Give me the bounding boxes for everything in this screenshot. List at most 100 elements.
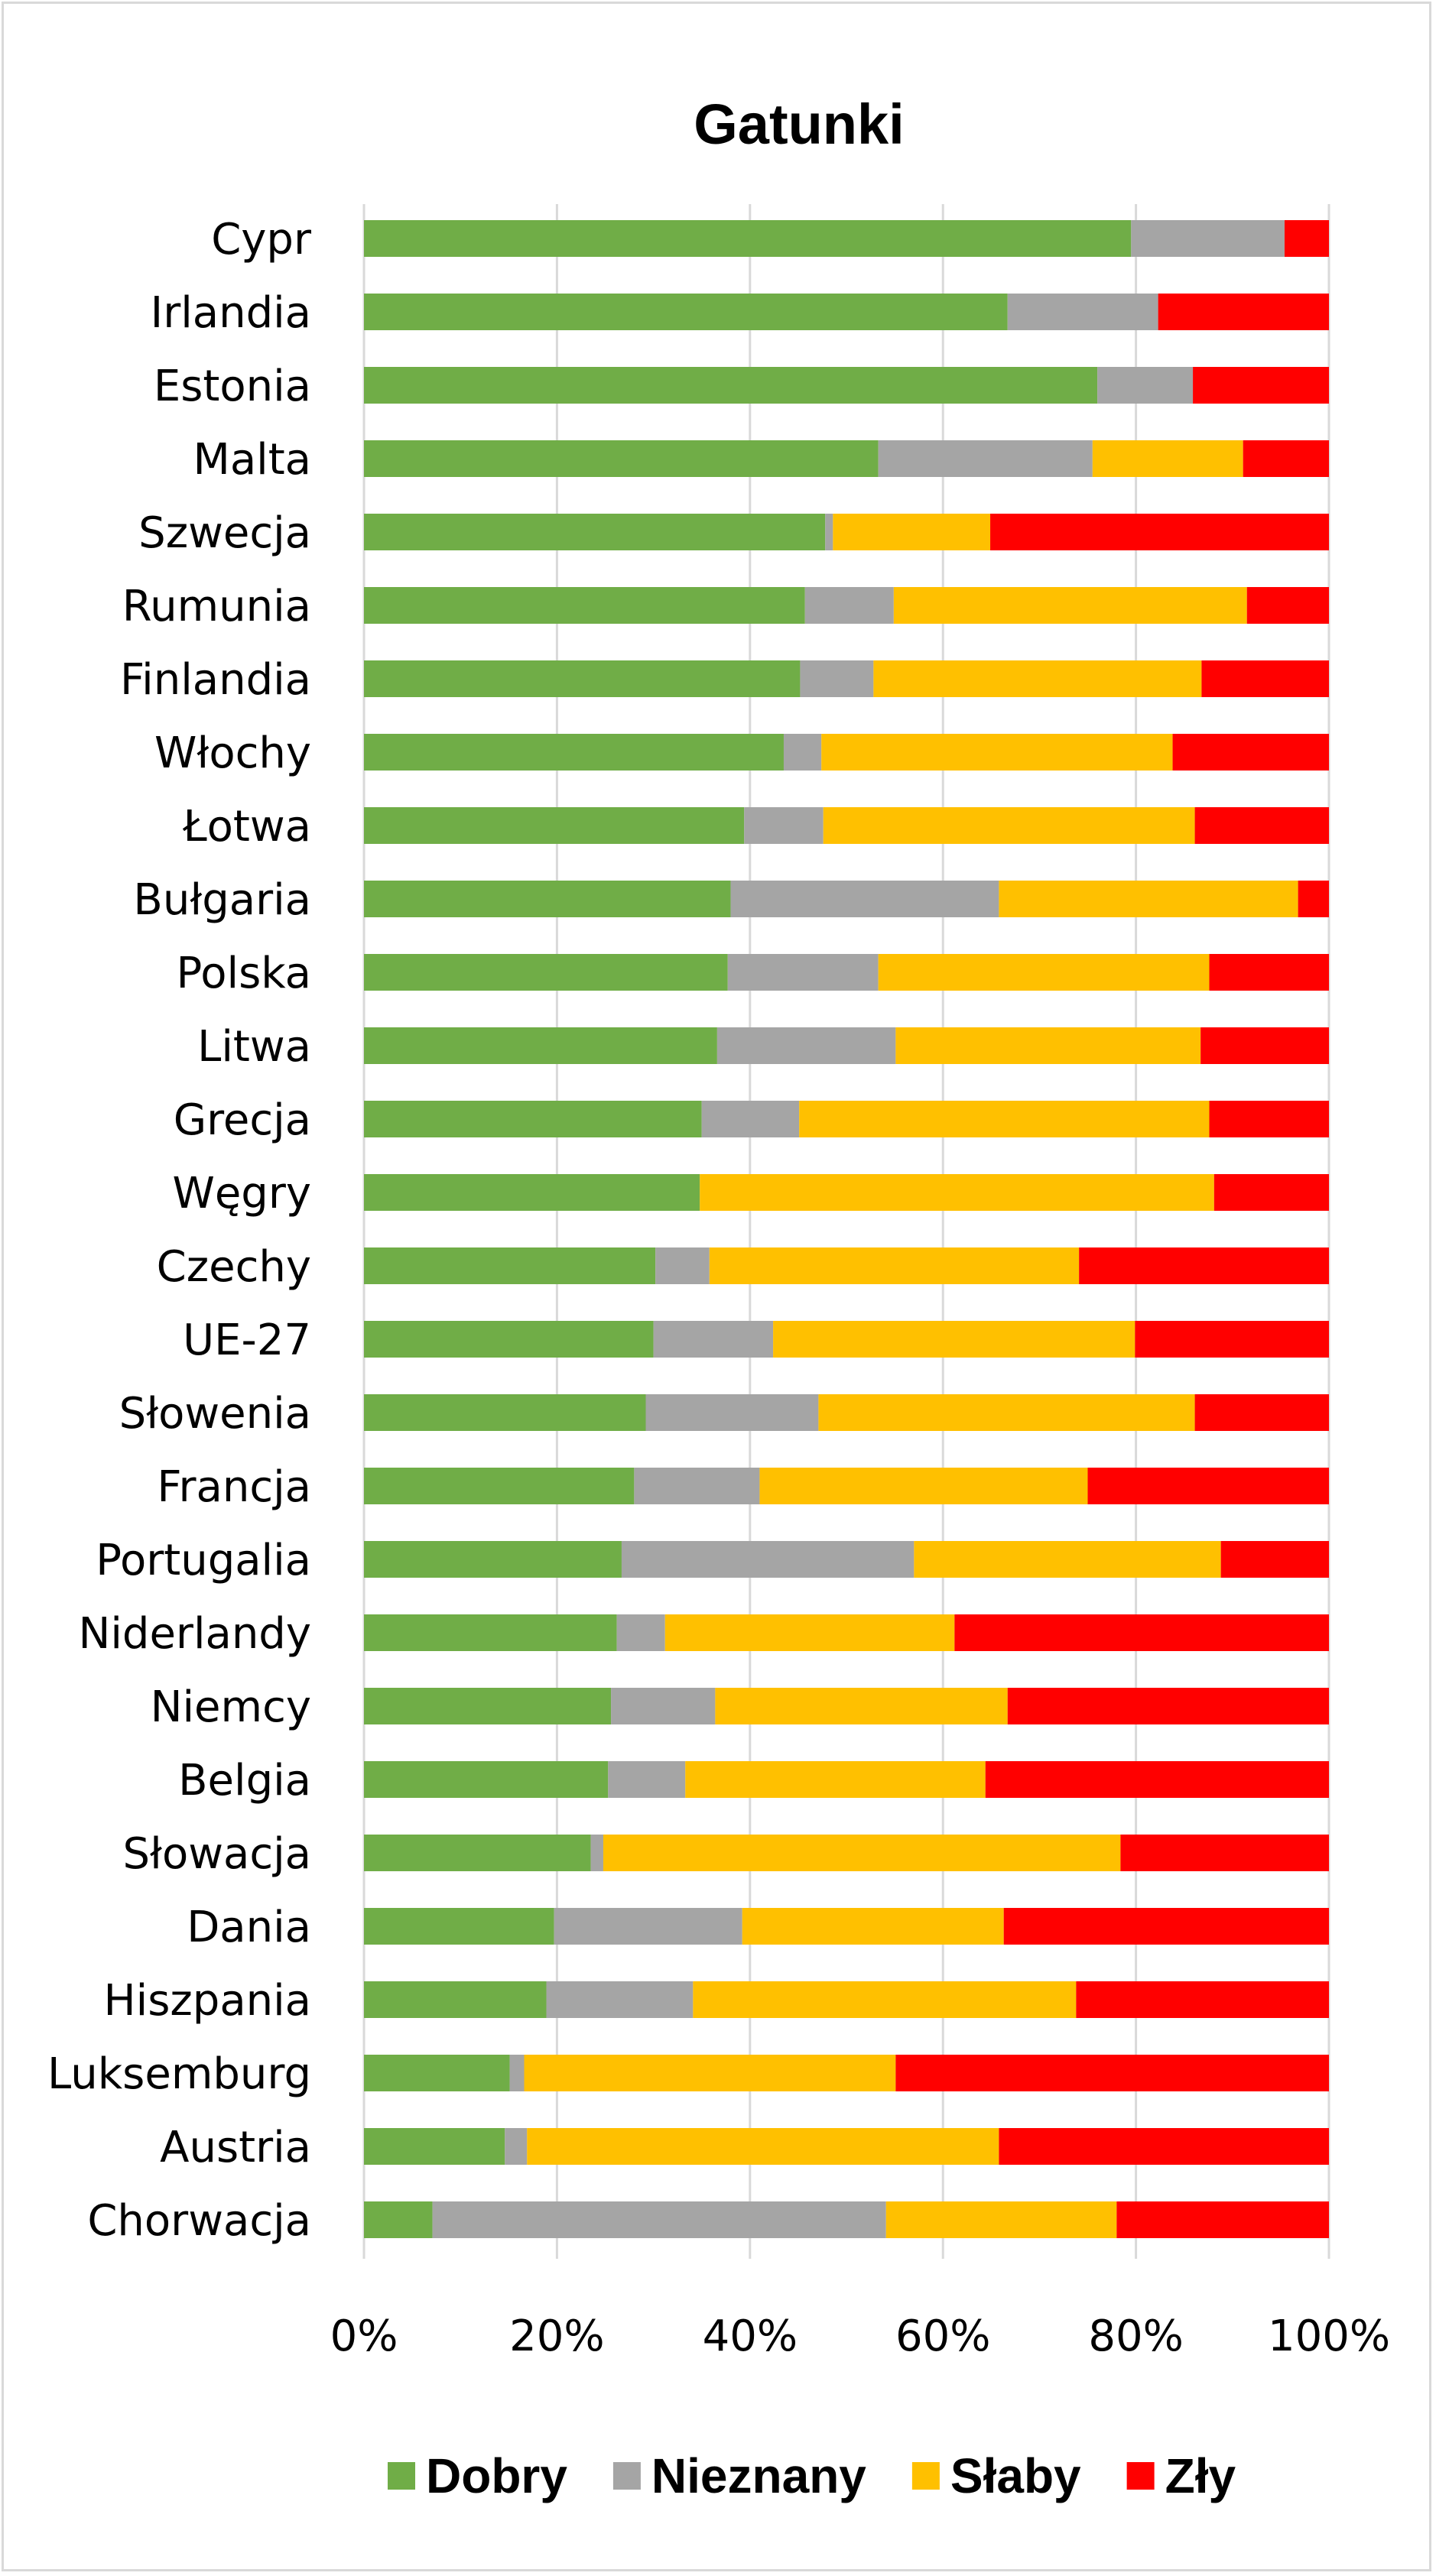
bar-segment-słaby — [1092, 440, 1243, 477]
legend-swatch-zły — [1126, 2462, 1155, 2490]
bar-segment-nieznany — [653, 1321, 774, 1358]
bar-segment-dobry — [364, 514, 826, 550]
bar-segment-dobry — [364, 2201, 433, 2238]
bar-segment-zły — [1298, 881, 1329, 917]
bar-segment-nieznany — [783, 734, 822, 771]
bars — [364, 220, 1329, 2238]
bar-segment-nieznany — [716, 1027, 896, 1064]
chart-title: Gatunki — [694, 92, 904, 156]
bar-segment-zły — [1209, 1101, 1329, 1137]
category-label: Grecja — [174, 1095, 311, 1145]
bar-segment-nieznany — [645, 1394, 819, 1431]
bar-segment-nieznany — [727, 954, 879, 991]
bar-segment-dobry — [364, 1541, 622, 1578]
x-tick-label: 40% — [703, 2312, 798, 2361]
bar-segment-słaby — [873, 660, 1202, 697]
bar-segment-zły — [1194, 807, 1329, 844]
bar-segment-nieznany — [509, 2055, 525, 2091]
bar-segment-zły — [1120, 1835, 1329, 1871]
bar-segment-zły — [1193, 367, 1329, 404]
bar-segment-zły — [1201, 660, 1329, 697]
bar-segment-dobry — [364, 954, 728, 991]
legend-label-nieznany: Nieznany — [651, 2448, 866, 2503]
legend-label-zły: Zły — [1165, 2448, 1236, 2503]
bar-segment-słaby — [885, 2201, 1117, 2238]
category-label: Austria — [160, 2123, 311, 2172]
bar-segment-słaby — [759, 1468, 1088, 1504]
bar-segment-zły — [999, 2128, 1329, 2165]
category-label: Estonia — [154, 362, 311, 411]
bar-segment-zły — [1158, 294, 1329, 330]
bar-segment-słaby — [742, 1908, 1004, 1945]
category-label: Belgia — [178, 1756, 311, 1805]
bar-segment-słaby — [999, 881, 1298, 917]
bar-segment-nieznany — [1097, 367, 1194, 404]
bar-segment-słaby — [715, 1688, 1008, 1724]
bar-segment-nieznany — [546, 1981, 694, 2018]
stacked-bar-chart: Gatunki Cypr Irlandia Estonia Malta Szwecja R… — [47, 92, 1390, 2503]
x-tick-label: 0% — [330, 2312, 398, 2361]
bar-segment-słaby — [833, 514, 991, 550]
bar-segment-dobry — [364, 1835, 591, 1871]
bar-segment-dobry — [364, 1394, 646, 1431]
bar-segment-zły — [1172, 734, 1329, 771]
category-label: Słowacja — [122, 1829, 311, 1879]
legend-label-dobry: Dobry — [426, 2448, 567, 2503]
bar-segment-dobry — [364, 1908, 554, 1945]
bar-segment-dobry — [364, 881, 731, 917]
bar-segment-nieznany — [825, 514, 833, 550]
legend-swatch-dobry — [388, 2462, 415, 2490]
category-label: Finlandia — [120, 655, 311, 705]
category-label: Rumunia — [122, 582, 311, 631]
bar-segment-dobry — [364, 1321, 654, 1358]
bar-segment-zły — [1246, 587, 1329, 624]
bar-segment-nieznany — [655, 1247, 710, 1284]
category-label: Cypr — [211, 215, 312, 264]
bar-segment-dobry — [364, 1101, 702, 1137]
bar-segment-słaby — [709, 1247, 1080, 1284]
category-label: Niemcy — [151, 1682, 311, 1732]
category-label: Polska — [176, 949, 311, 998]
bar-segment-słaby — [823, 807, 1195, 844]
bar-segment-nieznany — [608, 1761, 686, 1798]
bar-segment-nieznany — [590, 1835, 603, 1871]
bar-segment-dobry — [364, 1247, 656, 1284]
legend-label-słaby: Słaby — [950, 2448, 1081, 2503]
bar-segment-nieznany — [701, 1101, 800, 1137]
x-axis-tick-labels: 0% 20% 40% 60% 80% 100% — [330, 2312, 1390, 2361]
x-tick-label: 20% — [509, 2312, 604, 2361]
bar-segment-zły — [1194, 1394, 1329, 1431]
bar-segment-dobry — [364, 367, 1098, 404]
bar-segment-zły — [1135, 1321, 1329, 1358]
bar-segment-dobry — [364, 440, 879, 477]
bar-segment-nieznany — [730, 881, 999, 917]
category-label: Litwa — [197, 1022, 311, 1072]
bar-segment-słaby — [524, 2055, 896, 2091]
bar-segment-słaby — [685, 1761, 986, 1798]
bar-segment-słaby — [818, 1394, 1195, 1431]
bar-segment-zły — [1007, 1688, 1329, 1724]
bar-segment-słaby — [821, 734, 1173, 771]
legend-swatch-słaby — [911, 2462, 940, 2490]
bar-segment-nieznany — [804, 587, 894, 624]
x-tick-label: 80% — [1088, 2312, 1183, 2361]
bar-segment-słaby — [878, 954, 1210, 991]
bar-segment-nieznany — [505, 2128, 528, 2165]
bar-segment-dobry — [364, 587, 805, 624]
category-label: Luksemburg — [47, 2049, 311, 2099]
bar-segment-dobry — [364, 660, 801, 697]
category-label: Francja — [157, 1462, 311, 1512]
category-label: Chorwacja — [87, 2196, 311, 2246]
bar-segment-słaby — [603, 1835, 1121, 1871]
bar-segment-nieznany — [1007, 294, 1158, 330]
gridlines — [362, 204, 1330, 2259]
bar-segment-zły — [1079, 1247, 1329, 1284]
bar-segment-dobry — [364, 1981, 547, 2018]
bar-segment-dobry — [364, 220, 1132, 257]
bar-segment-zły — [895, 2055, 1329, 2091]
category-label: Hiszpania — [104, 1976, 311, 2026]
bar-segment-dobry — [364, 807, 745, 844]
bar-segment-słaby — [664, 1614, 955, 1651]
bar-segment-dobry — [364, 1027, 717, 1064]
